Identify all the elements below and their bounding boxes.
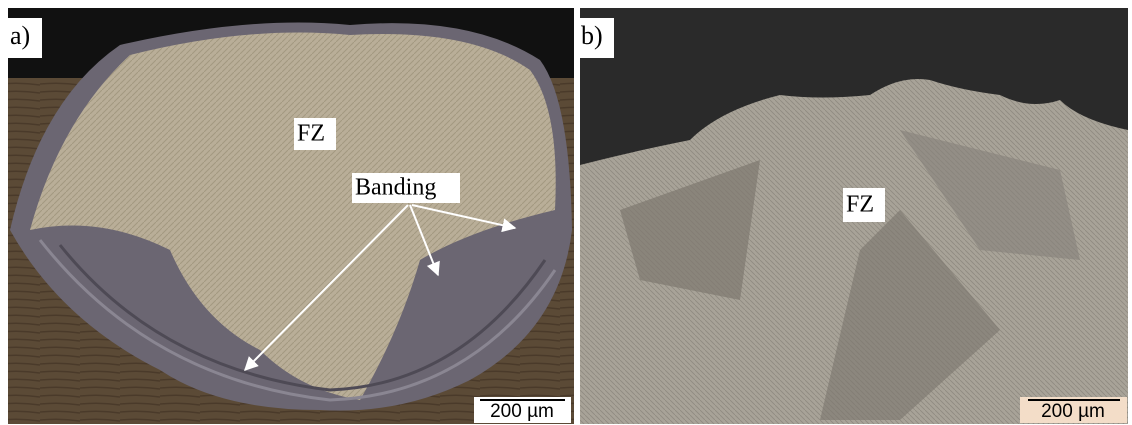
panel-b: b) FZ 200 µm: [580, 8, 1128, 424]
annotation: FZ: [297, 121, 325, 147]
scale-label: 200 µm: [490, 401, 554, 422]
panel-label: a): [10, 21, 30, 50]
annotation: FZ: [846, 192, 874, 218]
panel-a: a) FZ Banding 200 µm: [8, 8, 574, 424]
figure: a) FZ Banding 200 µm b) FZ 200 µm: [0, 0, 1132, 425]
scale-label: 200 µm: [1041, 401, 1105, 422]
panel-label: b): [581, 21, 603, 50]
annotation: Banding: [355, 175, 436, 201]
